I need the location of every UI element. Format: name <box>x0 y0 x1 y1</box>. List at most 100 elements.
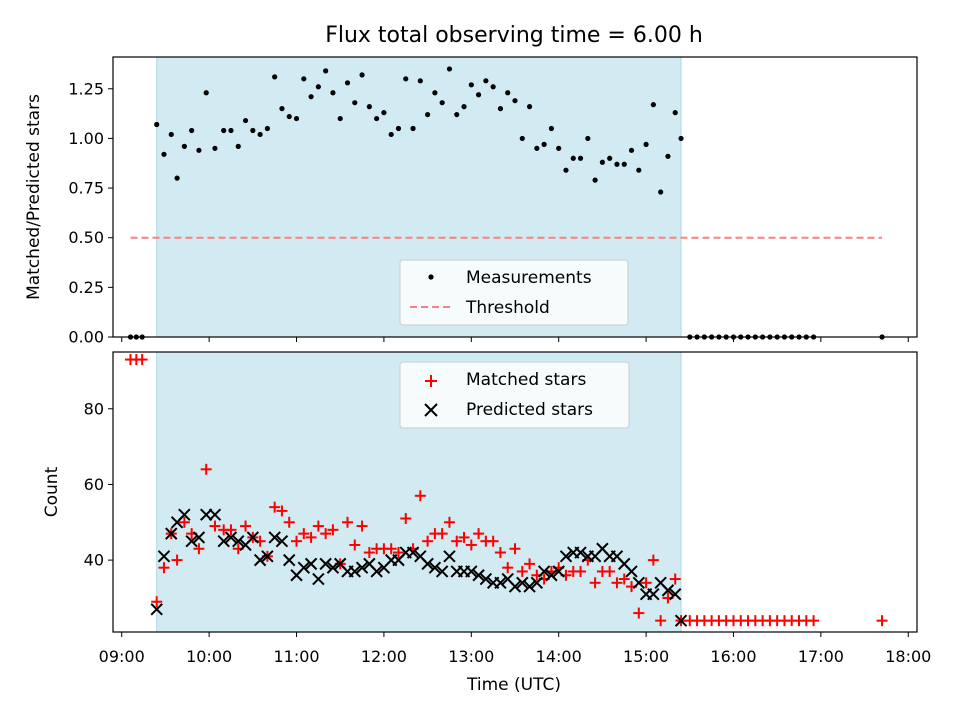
matched-star-point <box>502 562 514 574</box>
matched-star-point <box>225 524 237 536</box>
predicted-star-point <box>217 534 230 548</box>
predicted-star-point <box>523 580 536 593</box>
x-tick-label: 14:00 <box>536 647 582 666</box>
predicted-star-point <box>224 531 238 544</box>
matched-star-point <box>611 577 623 589</box>
legend-matched-label: Matched stars <box>466 370 586 390</box>
predicted-star-point <box>261 550 274 563</box>
predicted-star-point <box>370 565 383 578</box>
predicted-star-point <box>178 508 191 521</box>
legend-threshold-label: Threshold <box>465 298 550 318</box>
matched-star-point <box>808 615 820 627</box>
predicted-star-point <box>494 576 507 590</box>
predicted-star-point <box>674 614 688 627</box>
measurement-point <box>548 125 555 132</box>
x-tick-label: 13:00 <box>448 647 494 666</box>
measurement-point <box>235 143 241 149</box>
x-tick-label: 17:00 <box>798 647 844 666</box>
top-y-tick-label: 0.75 <box>68 179 104 198</box>
matched-star-point <box>298 528 310 540</box>
measurement-point <box>315 84 321 90</box>
matched-star-point <box>509 543 521 555</box>
x-tick-label: 12:00 <box>361 647 407 666</box>
measurement-point <box>519 135 525 142</box>
matched-star-point <box>136 354 148 366</box>
predicted-star-point <box>537 565 551 578</box>
measurement-point <box>585 135 591 142</box>
predicted-star-point <box>157 550 171 563</box>
measurement-point <box>599 159 605 165</box>
matched-star-point <box>494 547 506 559</box>
predicted-star-point <box>435 565 449 578</box>
measurement-point <box>592 177 598 183</box>
chart-title: Flux total observing time = 6.00 h <box>325 23 703 48</box>
predicted-star-point <box>669 587 682 601</box>
legend-predicted-label: Predicted stars <box>466 400 593 420</box>
measurement-point <box>432 90 438 96</box>
matched-star-point <box>618 573 630 585</box>
measurement-point <box>381 110 387 116</box>
predicted-star-point <box>443 550 456 563</box>
measurement-point <box>505 90 511 96</box>
measurement-point <box>196 147 202 153</box>
predicted-star-point <box>647 587 660 601</box>
bottom-y-axis-label: Count <box>42 466 62 517</box>
predicted-star-point <box>275 534 289 548</box>
matched-star-point <box>473 528 485 540</box>
predicted-star-point <box>150 603 163 616</box>
measurement-point <box>323 68 329 74</box>
top-panel: 0.00 0.25 0.50 0.75 1.00 1.25 Matched/Predict… <box>24 56 918 347</box>
matched-star-point <box>276 505 288 517</box>
matched-star-point <box>291 535 303 547</box>
measurement-point <box>272 74 278 80</box>
matched-star-point <box>283 516 295 528</box>
top-y-tick-label: 0.50 <box>68 228 104 247</box>
predicted-star-point <box>552 565 565 578</box>
matched-star-point <box>640 577 652 589</box>
measurement-point <box>250 127 256 134</box>
matched-star-point <box>349 539 361 551</box>
measurement-point <box>678 135 684 142</box>
measurement-point <box>174 175 180 181</box>
predicted-star-point <box>283 553 296 567</box>
predicted-star-point <box>559 550 573 563</box>
measurement-point <box>242 117 249 124</box>
measurement-point <box>301 76 307 82</box>
measurement-point <box>475 92 482 98</box>
predicted-star-point <box>472 569 485 582</box>
predicted-star-point <box>208 508 222 521</box>
measurement-point <box>468 82 474 88</box>
predicted-star-point <box>246 531 260 544</box>
predicted-star-point <box>421 557 434 571</box>
measurement-point <box>293 115 300 122</box>
predicted-star-point <box>508 580 522 593</box>
measurement-point <box>168 131 174 138</box>
matched-star-point <box>436 528 448 540</box>
matched-star-point <box>320 528 332 540</box>
predicted-star-point <box>574 546 587 559</box>
bottom-y-tick-label: 60 <box>84 475 104 494</box>
matched-star-point <box>327 524 339 536</box>
measurement-point <box>672 110 678 116</box>
matched-star-point <box>516 565 528 577</box>
predicted-star-point <box>165 527 178 540</box>
predicted-star-point <box>465 565 478 578</box>
predicted-star-point <box>304 557 318 571</box>
matched-star-point <box>604 565 616 577</box>
measurement-point <box>388 131 394 138</box>
predicted-star-point <box>326 561 340 574</box>
measurement-point <box>337 115 343 122</box>
matched-star-point <box>385 543 397 555</box>
measurement-point <box>330 90 336 96</box>
top-y-tick-label: 0.00 <box>68 328 104 347</box>
bottom-y-tick-label: 80 <box>84 399 104 418</box>
bottom-panel: 40 60 80 09:00 10:00 11:00 12:00 13:00 14:00 15:… <box>42 351 931 695</box>
top-legend: Measurements Threshold <box>399 259 629 326</box>
measurement-point <box>425 111 431 118</box>
measurement-point <box>643 141 649 147</box>
legend-predicted-marker <box>424 403 438 417</box>
measurement-point <box>446 66 453 72</box>
measurement-point <box>636 167 642 173</box>
measurement-point <box>628 147 635 153</box>
matched-star-point <box>465 539 477 551</box>
